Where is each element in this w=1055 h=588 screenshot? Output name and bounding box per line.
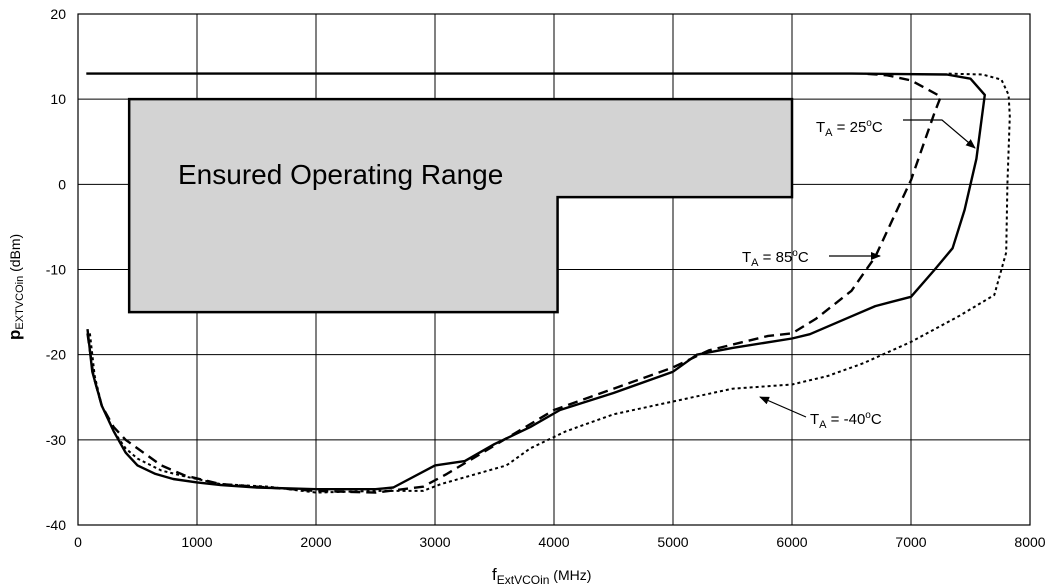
y-tick-label: 0 xyxy=(58,176,66,192)
y-tick-label: 10 xyxy=(50,91,66,107)
y-tick-label: -30 xyxy=(46,432,66,448)
x-tick-label: 2000 xyxy=(300,534,331,550)
series-group xyxy=(86,72,1011,494)
arrow-minus40c xyxy=(759,396,807,418)
arrow-25c xyxy=(903,119,976,149)
x-tick-label: 7000 xyxy=(895,534,926,550)
svg-text:TA = 25oC: TA = 25oC xyxy=(816,118,883,139)
x-tick-label: 1000 xyxy=(181,534,212,550)
region-label: Ensured Operating Range xyxy=(178,159,503,190)
y-axis-label: pEXTVCOin (dBm) xyxy=(5,234,26,340)
annotation-minus40c: TA = -40oC xyxy=(810,410,882,431)
x-tick-label: 3000 xyxy=(419,534,450,550)
x-axis-label: fExtVCOin (MHz) xyxy=(492,565,591,587)
tick-labels: 0 1000 2000 3000 4000 5000 6000 7000 8000 -40 -30 -… xyxy=(46,6,1046,550)
y-tick-label: -10 xyxy=(46,262,66,278)
x-tick-label: 4000 xyxy=(538,534,569,550)
region-shape xyxy=(127,97,794,314)
operating-region xyxy=(127,97,794,314)
svg-text:TA = -40oC: TA = -40oC xyxy=(810,410,882,431)
annotation-25c: TA = 25oC xyxy=(816,118,883,139)
annotation-arrows xyxy=(759,119,976,418)
x-tick-label: 5000 xyxy=(657,534,688,550)
series-line-85c xyxy=(86,72,942,494)
series-line-25c xyxy=(86,72,986,491)
x-tick-label: 6000 xyxy=(776,534,807,550)
x-tick-label: 0 xyxy=(74,534,82,550)
svg-text:TA = 85oC: TA = 85oC xyxy=(742,248,809,269)
annotation-85c: TA = 85oC xyxy=(742,248,809,269)
plot-area-frame xyxy=(77,13,1031,526)
y-tick-label: -40 xyxy=(46,517,66,533)
y-tick-label: 20 xyxy=(50,6,66,22)
x-tick-label: 8000 xyxy=(1014,534,1045,550)
series-line-minus40c xyxy=(88,72,1011,494)
y-tick-label: -20 xyxy=(46,347,66,363)
